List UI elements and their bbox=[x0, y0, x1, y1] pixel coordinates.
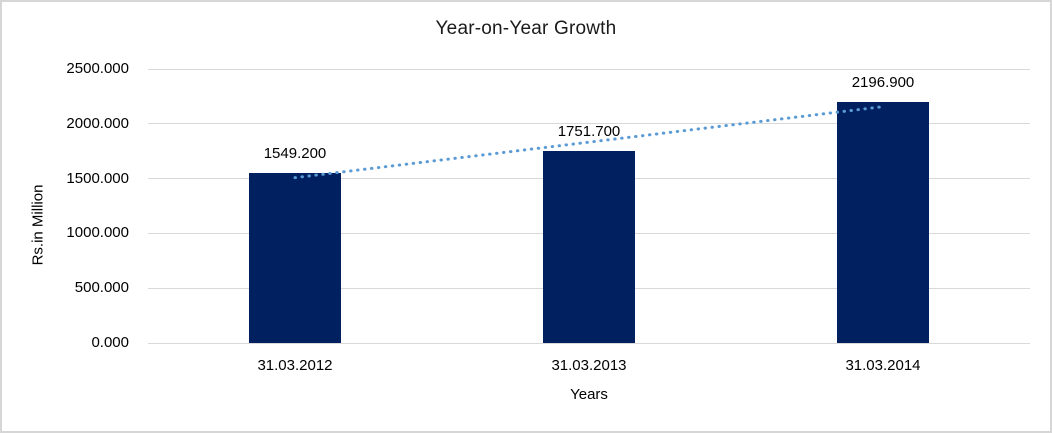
x-tick-label: 31.03.2013 bbox=[551, 357, 627, 374]
y-tick-label: 500.000 bbox=[74, 279, 129, 297]
x-tick-label: 31.03.2014 bbox=[845, 357, 921, 374]
gridline bbox=[148, 342, 1030, 344]
y-tick-label: 0.000 bbox=[91, 334, 129, 351]
x-tick-label: 31.03.2012 bbox=[257, 357, 333, 374]
bar-31.03.2012[interactable] bbox=[249, 173, 341, 343]
x-axis-title: Years bbox=[570, 386, 608, 403]
y-tick-label: 1000.000 bbox=[66, 224, 129, 242]
bar-31.03.2014[interactable] bbox=[837, 102, 929, 343]
bar-value-label: 2196.900 bbox=[851, 74, 915, 92]
y-tick-label: 1500.000 bbox=[66, 169, 129, 187]
gridline bbox=[148, 68, 1030, 70]
y-tick-label: 2500.000 bbox=[66, 60, 129, 77]
bar-value-label: 1751.700 bbox=[557, 123, 621, 140]
bar-31.03.2013[interactable] bbox=[543, 151, 635, 343]
bar-value-label: 1549.200 bbox=[263, 145, 327, 163]
plot-area: 1549.200 1751.700 2196.900 bbox=[148, 68, 1030, 344]
chart-title: Year-on-Year Growth bbox=[435, 18, 617, 39]
y-tick-label: 2000.000 bbox=[66, 114, 129, 132]
